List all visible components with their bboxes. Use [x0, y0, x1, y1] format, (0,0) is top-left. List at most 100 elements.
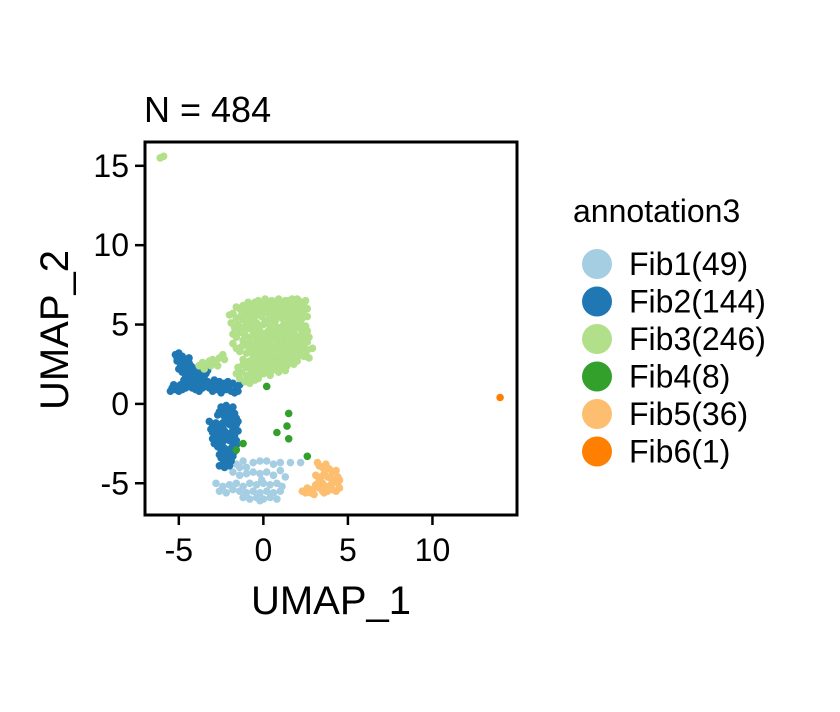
point-series-2: [301, 349, 310, 357]
point-series-0: [239, 457, 247, 465]
point-series-1: [185, 354, 193, 362]
point-series-2: [296, 319, 305, 327]
point-series-0: [249, 487, 257, 496]
point-series-0: [256, 457, 264, 465]
point-series-2: [261, 368, 269, 376]
legend-key: [582, 324, 612, 354]
point-series-2: [261, 308, 269, 316]
point-series-0: [249, 468, 257, 476]
point-series-2: [284, 296, 293, 305]
point-series-3: [273, 428, 281, 437]
point-series-2: [274, 312, 283, 321]
point-series-2: [298, 303, 307, 311]
point-series-0: [266, 481, 274, 489]
point-series-2: [264, 327, 273, 335]
point-series-1: [186, 373, 195, 381]
point-series-0: [256, 496, 264, 505]
point-series-4: [332, 487, 340, 496]
point-series-2: [271, 333, 280, 342]
point-series-3: [284, 409, 293, 418]
point-series-0: [252, 481, 261, 489]
point-series-2: [266, 347, 274, 356]
point-series-2: [262, 354, 271, 362]
point-series-0: [242, 469, 251, 478]
point-series-2: [213, 362, 222, 370]
point-series-1: [200, 382, 208, 391]
point-series-2: [268, 314, 276, 323]
point-series-2: [288, 306, 296, 315]
point-series-1: [227, 433, 235, 442]
point-series-3: [262, 382, 271, 391]
legend-key: [582, 286, 612, 317]
point-series-2: [293, 295, 302, 303]
point-series-2: [308, 344, 317, 353]
point-series-2: [254, 308, 263, 316]
point-series-2: [295, 312, 303, 321]
point-series-2: [244, 298, 252, 307]
point-series-1: [173, 354, 181, 362]
legend-label: Fib1(49): [629, 246, 748, 282]
point-series-0: [262, 468, 271, 476]
point-series-1: [207, 379, 215, 388]
point-series-2: [276, 354, 285, 362]
point-series-0: [262, 457, 271, 465]
point-series-2: [268, 366, 276, 375]
legend-key: [582, 399, 612, 429]
point-series-2: [261, 317, 269, 326]
point-series-1: [229, 403, 237, 411]
point-series-2: [286, 358, 295, 367]
point-series-2: [254, 374, 263, 383]
point-series-4: [323, 487, 332, 496]
point-series-0: [239, 493, 247, 502]
point-series-2: [237, 323, 246, 332]
point-series-2: [274, 295, 283, 303]
x-axis: -5 0 5 10: [165, 516, 450, 568]
x-tick-label: 0: [254, 532, 272, 568]
point-series-0: [215, 487, 224, 496]
point-series-1: [210, 439, 219, 448]
point-series-3: [303, 452, 312, 461]
y-tick-label: 0: [111, 386, 129, 422]
point-series-2: [305, 333, 313, 342]
point-series-1: [217, 441, 225, 450]
point-series-4: [312, 471, 320, 480]
point-series-0: [269, 460, 278, 469]
legend-key: [582, 249, 612, 279]
point-series-3: [232, 446, 241, 454]
y-axis-label: UMAP_2: [33, 250, 77, 410]
point-series-1: [234, 427, 242, 435]
x-tick-label: 5: [339, 532, 357, 568]
legend-label: Fib2(144): [629, 284, 766, 320]
point-series-2: [273, 346, 281, 354]
point-series-2: [252, 339, 261, 348]
point-series-1: [190, 381, 198, 389]
point-series-0: [273, 495, 281, 503]
point-series-2: [268, 306, 276, 315]
point-series-2: [232, 314, 241, 323]
point-series-2: [264, 298, 273, 307]
legend-items: Fib1(49)Fib2(144)Fib3(246)Fib4(8)Fib5(36…: [582, 246, 766, 470]
legend: annotation3 Fib1(49)Fib2(144)Fib3(246)Fi…: [573, 193, 766, 470]
point-series-2: [259, 339, 268, 348]
point-series-0: [242, 463, 251, 472]
point-series-2: [276, 323, 285, 332]
point-series-0: [246, 495, 254, 503]
point-series-1: [212, 431, 220, 440]
x-axis-label: UMAP_1: [251, 579, 411, 623]
point-series-2: [303, 327, 312, 335]
y-tick-label: 15: [93, 148, 129, 184]
point-series-2: [246, 338, 254, 346]
point-series-5: [496, 393, 504, 402]
legend-label: Fib4(8): [629, 359, 730, 395]
point-series-2: [249, 316, 257, 324]
point-series-4: [332, 466, 340, 475]
point-series-2: [288, 312, 296, 321]
point-series-0: [276, 487, 285, 496]
legend-label: Fib6(1): [629, 434, 730, 470]
point-series-3: [283, 422, 291, 430]
point-series-2: [156, 154, 164, 162]
x-tick-label: -5: [165, 532, 193, 568]
point-series-0: [269, 471, 278, 480]
point-series-2: [241, 331, 249, 340]
legend-label: Fib5(36): [629, 396, 748, 432]
